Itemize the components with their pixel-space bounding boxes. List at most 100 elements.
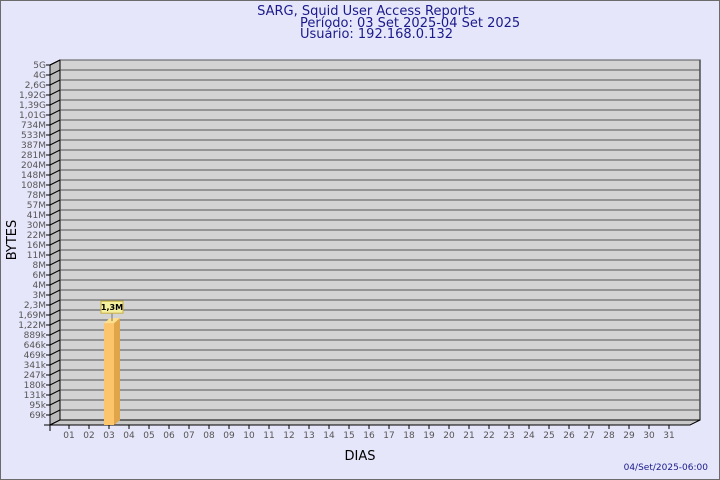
x-tick-label: 03	[103, 431, 114, 441]
y-tick-slant	[49, 369, 61, 376]
y-tick-label: 1,92G	[19, 91, 46, 101]
y-tick-label: 889k	[24, 331, 47, 341]
y-tick-label: 69k	[29, 411, 46, 421]
x-axis-label: DIAS	[345, 449, 376, 464]
y-tick-label: 108M	[21, 181, 46, 191]
x-tick-label: 28	[603, 431, 615, 441]
y-tick-slant	[49, 189, 61, 196]
y-tick-slant	[49, 119, 61, 126]
x-tick-label: 21	[463, 431, 474, 441]
x-tick-label: 27	[583, 431, 594, 441]
x-tick-label: 26	[563, 431, 575, 441]
y-tick-slant	[49, 209, 61, 216]
y-tick-slant	[49, 99, 61, 106]
y-tick-label: 281M	[21, 151, 46, 161]
x-tick-label: 02	[83, 431, 94, 441]
y-tick-label: 533M	[21, 131, 46, 141]
y-tick-slant	[49, 289, 61, 296]
y-tick-slant	[49, 169, 61, 176]
y-tick-label: 22M	[27, 231, 46, 241]
y-tick-label: 30M	[27, 221, 46, 231]
y-tick-slant	[49, 409, 61, 416]
x-tick-label: 04	[123, 431, 135, 441]
y-tick-slant	[49, 149, 61, 156]
x-tick-label: 17	[383, 431, 394, 441]
x-tick-label: 01	[63, 431, 74, 441]
y-tick-label: 341k	[24, 361, 47, 371]
y-tick-label: 469k	[24, 351, 47, 361]
x-tick-label: 06	[163, 431, 175, 441]
y-tick-slant	[49, 109, 61, 116]
y-tick-label: 204M	[21, 161, 46, 171]
y-tick-label: 1,69M	[18, 311, 46, 321]
y-tick-label: 8M	[33, 261, 47, 271]
floor	[49, 419, 701, 426]
data-label: 1,3M	[101, 303, 123, 312]
y-tick-label: 95k	[29, 401, 46, 411]
y-tick-slant	[49, 309, 61, 316]
y-tick-label: 646k	[24, 341, 47, 351]
y-tick-slant	[49, 269, 61, 276]
x-tick-label: 11	[263, 431, 274, 441]
y-tick-slant	[49, 379, 61, 386]
x-tick-label: 07	[183, 431, 194, 441]
y-tick-label: 6M	[33, 271, 47, 281]
y-tick-slant	[49, 319, 61, 326]
y-tick-slant	[49, 59, 61, 66]
chart-subtitle-period: Período: 03 Set 2025-04 Set 2025	[300, 16, 520, 31]
x-tick-label: 05	[143, 431, 154, 441]
y-tick-label: 131k	[24, 391, 47, 401]
y-tick-slant	[49, 219, 61, 226]
y-tick-label: 78M	[27, 191, 46, 201]
y-tick-label: 4M	[33, 281, 47, 291]
y-tick-slant	[49, 159, 61, 166]
y-tick-label: 57M	[27, 201, 46, 211]
y-tick-slant	[49, 329, 61, 336]
y-tick-label: 16M	[27, 241, 46, 251]
x-tick-label: 13	[303, 431, 314, 441]
x-tick-label: 20	[443, 431, 455, 441]
x-tick-label: 10	[243, 431, 255, 441]
bar-side	[114, 318, 120, 425]
x-tick-label: 31	[663, 431, 674, 441]
y-tick-slant	[49, 279, 61, 286]
y-tick-slant	[49, 79, 61, 86]
x-tick-label: 22	[483, 431, 494, 441]
y-tick-label: 2,3M	[24, 301, 46, 311]
x-tick-label: 09	[223, 431, 235, 441]
y-tick-slant	[49, 349, 61, 356]
x-tick-label: 23	[503, 431, 514, 441]
y-tick-label: 3M	[33, 291, 47, 301]
x-tick-label: 24	[523, 431, 535, 441]
y-tick-slant	[49, 259, 61, 266]
y-tick-label: 247k	[24, 371, 47, 381]
x-tick-label: 12	[283, 431, 294, 441]
y-tick-slant	[49, 399, 61, 406]
y-axis-label: BYTES	[5, 220, 20, 261]
y-tick-label: 4G	[33, 71, 46, 81]
x-tick-label: 08	[203, 431, 215, 441]
x-tick-label: 15	[343, 431, 354, 441]
y-tick-slant	[49, 69, 61, 76]
x-tick-label: 29	[623, 431, 635, 441]
y-tick-label: 1,22M	[18, 321, 46, 331]
y-tick-label: 5G	[33, 61, 46, 71]
y-tick-label: 148M	[21, 171, 46, 181]
y-tick-label: 11M	[27, 251, 46, 261]
y-tick-label: 2,6G	[25, 81, 46, 91]
chart-subtitle-user: Usuário: 192.168.0.132	[300, 27, 453, 42]
x-tick-label: 30	[643, 431, 655, 441]
y-tick-label: 1,39G	[19, 101, 46, 111]
y-tick-slant	[49, 239, 61, 246]
y-tick-slant	[49, 229, 61, 236]
y-tick-slant	[49, 129, 61, 136]
y-tick-label: 1,01G	[19, 111, 46, 121]
y-tick-label: 387M	[21, 141, 46, 151]
x-tick-label: 14	[323, 431, 335, 441]
x-tick-label: 25	[543, 431, 554, 441]
x-tick-label: 18	[403, 431, 415, 441]
y-tick-slant	[49, 139, 61, 146]
y-tick-slant	[49, 179, 61, 186]
y-tick-slant	[49, 359, 61, 366]
